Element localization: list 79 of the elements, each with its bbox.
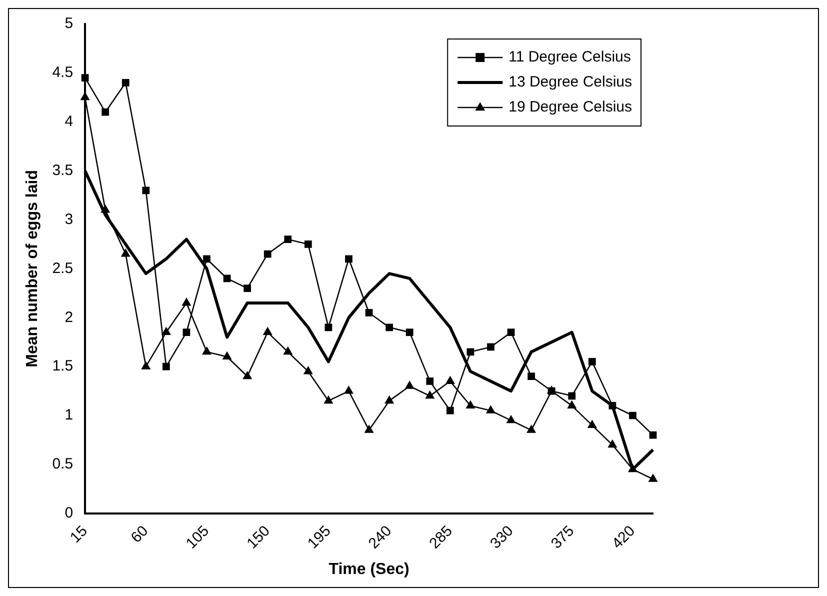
point [283, 346, 292, 355]
point [142, 362, 150, 370]
point [384, 396, 394, 404]
y-tick-label: 2.5 [52, 260, 74, 277]
point [202, 346, 212, 355]
point [81, 74, 89, 82]
x-tick-label: 420 [608, 522, 638, 552]
x-tick-label: 195 [304, 522, 334, 552]
point [526, 425, 536, 433]
point [100, 204, 110, 213]
x-axis-title: Time (Sec) [328, 560, 410, 578]
point [588, 358, 596, 366]
point [162, 327, 171, 336]
point [386, 324, 393, 332]
point [466, 400, 475, 408]
point [466, 348, 474, 356]
point [487, 343, 494, 351]
x-tick-label: 60 [128, 522, 152, 546]
point [446, 406, 454, 414]
point [182, 328, 190, 336]
point [344, 386, 354, 394]
point [203, 255, 210, 263]
point [446, 376, 455, 384]
point [263, 327, 272, 336]
legend-label: 19 Degree Celsius [508, 98, 632, 116]
y-tick-label: 4 [64, 113, 74, 130]
point [345, 255, 352, 263]
point [102, 108, 110, 116]
point [507, 328, 515, 336]
y-axis-title: Mean number of eggs laid [24, 170, 42, 368]
point [264, 250, 272, 258]
x-tick-label: 330 [487, 522, 517, 552]
point [588, 420, 597, 428]
y-tick-label: 2 [64, 308, 74, 326]
point [364, 425, 374, 433]
point [649, 431, 657, 439]
point [405, 381, 414, 389]
x-tick-label: 240 [365, 522, 396, 552]
point [242, 371, 252, 380]
point [304, 366, 313, 374]
point [528, 372, 535, 380]
y-tick-label: 4.5 [52, 64, 74, 82]
y-tick-label: 3.5 [52, 162, 74, 179]
point [567, 400, 576, 408]
legend-label: 11 Degree Celsius [508, 48, 631, 66]
point [284, 236, 292, 244]
x-tick-label: 105 [182, 522, 213, 552]
point [406, 328, 414, 336]
point [426, 378, 434, 385]
point [324, 396, 333, 404]
point [486, 406, 496, 414]
point [629, 412, 636, 420]
point [222, 352, 232, 360]
point [425, 390, 434, 399]
y-tick-label: 3 [64, 210, 74, 228]
point [568, 392, 576, 400]
x-tick-label: 15 [66, 522, 91, 546]
x-tick-label: 285 [426, 522, 456, 552]
point [244, 284, 252, 292]
point [648, 474, 658, 482]
y-tick-label: 5 [64, 15, 74, 32]
y-tick-label: 0.5 [52, 456, 74, 473]
x-tick-label: 375 [548, 522, 578, 552]
y-tick-label: 0 [64, 504, 74, 522]
point [162, 362, 170, 370]
y-tick-label: 1.5 [52, 358, 74, 375]
legend-label: 13 Degree Celsius [508, 74, 632, 91]
point [182, 298, 191, 306]
point [223, 274, 231, 282]
point [608, 440, 617, 448]
point [324, 324, 332, 332]
point [121, 249, 130, 257]
point [506, 415, 516, 424]
y-tick-label: 1 [64, 406, 74, 424]
x-tick-label: 150 [244, 522, 274, 552]
point [365, 309, 373, 316]
point [304, 240, 312, 248]
point [142, 186, 150, 194]
point [122, 79, 130, 86]
